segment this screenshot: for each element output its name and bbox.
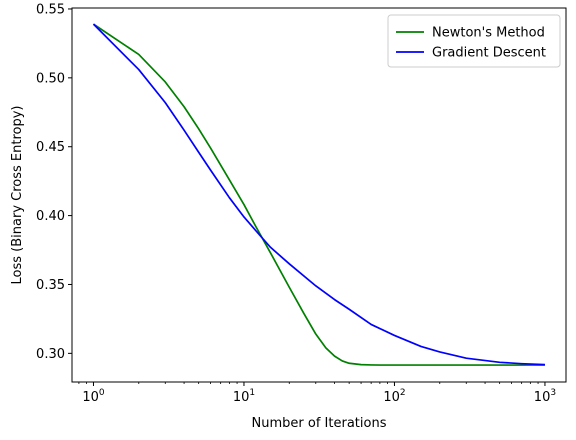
legend-label-gradient-descent: Gradient Descent (432, 46, 546, 61)
x-tick-label: 103 (534, 388, 556, 405)
x-tick-exponent: 2 (400, 388, 406, 398)
x-tick-base: 10 (233, 390, 250, 405)
x-tick-label: 102 (383, 388, 405, 405)
x-axis-ticks: 100 101 102 103 (78, 382, 556, 405)
legend-box (387, 14, 561, 68)
x-tick-exponent: 1 (249, 388, 255, 398)
y-axis-label: Loss (Binary Cross Entropy) (10, 106, 25, 285)
series-line-newton-s-method (92, 23, 545, 366)
x-tick-exponent: 3 (550, 388, 556, 398)
x-axis-label: Number of Iterations (252, 416, 387, 431)
y-tick-label: 0.45 (36, 140, 65, 155)
series-layer (92, 23, 545, 366)
x-tick-base: 10 (383, 390, 400, 405)
x-tick-label: 101 (233, 388, 255, 405)
legend: Newton's Method Gradient Descent (387, 14, 561, 68)
y-tick-label: 0.50 (36, 71, 65, 86)
x-tick-base: 10 (534, 390, 551, 405)
y-axis-ticks: 0.30 0.35 0.40 0.45 0.50 0.55 (36, 2, 72, 362)
y-tick-label: 0.55 (36, 2, 65, 17)
x-tick-exponent: 0 (99, 388, 105, 398)
y-tick-label: 0.35 (36, 278, 65, 293)
x-tick-base: 10 (82, 390, 99, 405)
series-line-gradient-descent (92, 23, 545, 366)
y-tick-label: 0.40 (36, 209, 65, 224)
y-tick-label: 0.30 (36, 347, 65, 362)
legend-label-newtons-method: Newton's Method (432, 26, 545, 41)
x-tick-label: 100 (82, 388, 105, 405)
plot-frame (71, 7, 567, 383)
